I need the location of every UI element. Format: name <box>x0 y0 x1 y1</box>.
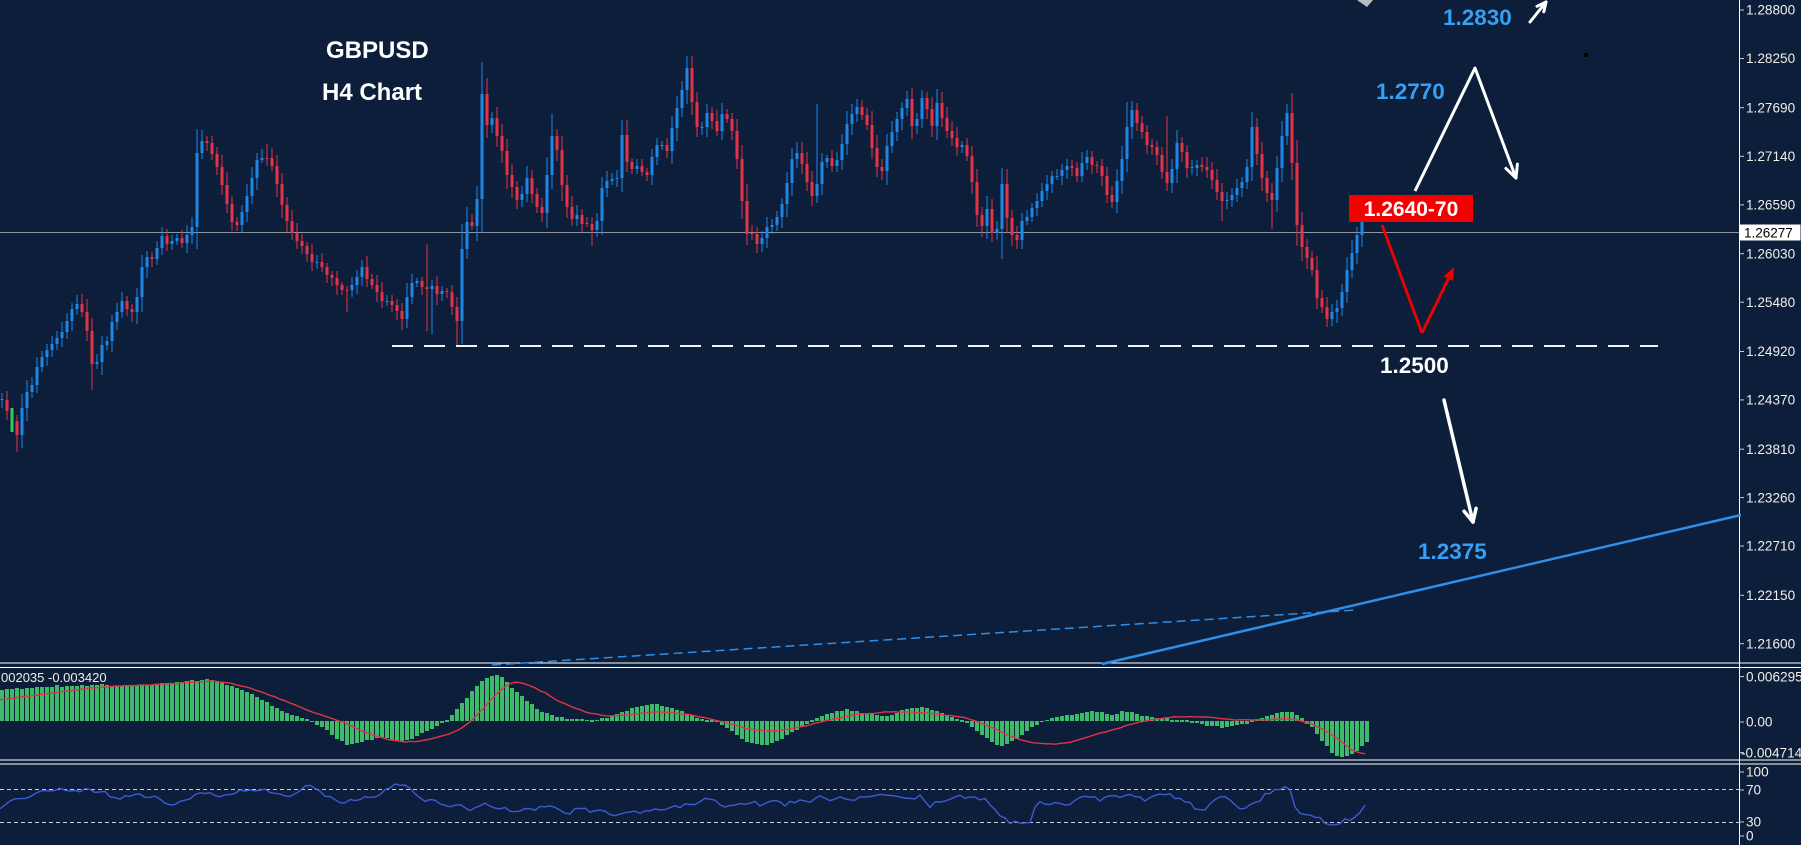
svg-text:0.006295: 0.006295 <box>1746 669 1801 684</box>
svg-text:1.23810: 1.23810 <box>1746 442 1796 457</box>
svg-text:GBPUSD: GBPUSD <box>326 37 429 64</box>
svg-text:H4 Chart: H4 Chart <box>322 79 422 106</box>
svg-text:1.21600: 1.21600 <box>1746 636 1796 651</box>
svg-text:1.22710: 1.22710 <box>1746 539 1796 554</box>
svg-text:30: 30 <box>1746 815 1762 830</box>
svg-text:1.24920: 1.24920 <box>1746 344 1796 359</box>
svg-text:1.24370: 1.24370 <box>1746 393 1796 408</box>
svg-text:1.28250: 1.28250 <box>1746 51 1796 66</box>
svg-text:1.2500: 1.2500 <box>1380 353 1449 378</box>
svg-text:1.26277: 1.26277 <box>1744 226 1793 241</box>
svg-text:1.26030: 1.26030 <box>1746 246 1796 261</box>
svg-text:1.2375: 1.2375 <box>1418 539 1487 564</box>
svg-text:002035 -0.003420: 002035 -0.003420 <box>1 670 107 685</box>
svg-text:100: 100 <box>1746 765 1769 780</box>
svg-text:1.2830: 1.2830 <box>1443 5 1512 30</box>
svg-text:1.27140: 1.27140 <box>1746 149 1796 164</box>
svg-text:1.2640-70: 1.2640-70 <box>1364 198 1459 221</box>
svg-text:1.23260: 1.23260 <box>1746 490 1796 505</box>
svg-text:1.25480: 1.25480 <box>1746 295 1796 310</box>
svg-text:1.26590: 1.26590 <box>1746 198 1796 213</box>
svg-text:1.2770: 1.2770 <box>1376 79 1445 104</box>
svg-text:-0.004714: -0.004714 <box>1741 745 1801 760</box>
svg-text:0: 0 <box>1746 829 1754 844</box>
svg-text:1.22150: 1.22150 <box>1746 588 1796 603</box>
svg-text:0.00: 0.00 <box>1746 715 1773 730</box>
svg-text:70: 70 <box>1746 783 1762 798</box>
svg-text:1.27690: 1.27690 <box>1746 100 1796 115</box>
svg-text:1.28800: 1.28800 <box>1746 3 1796 18</box>
